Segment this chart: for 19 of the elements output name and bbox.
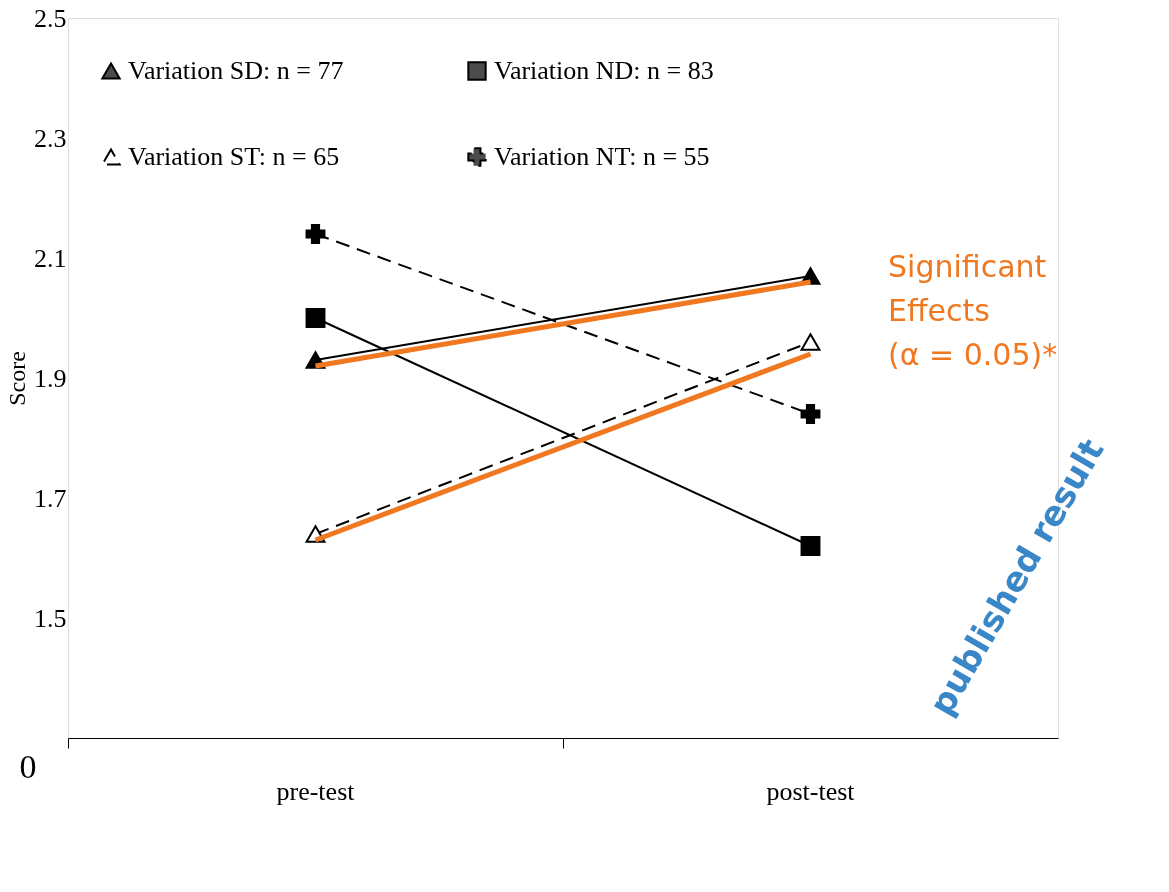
x-tick-label: pre-test: [276, 776, 356, 806]
point: [305, 308, 326, 328]
point: [800, 536, 821, 556]
point: [305, 224, 326, 244]
y-tick-label: 1.5: [34, 603, 67, 633]
y-axis-title: Score: [4, 351, 30, 406]
annotation: Significant Effects (α = 0.05)*: [888, 249, 1058, 372]
legend-label: Variation SD: n = 77: [128, 56, 344, 85]
y-tick-label: 1.9: [34, 363, 67, 393]
y-tick-label: 2.5: [34, 3, 67, 33]
y-tick-label: 1.7: [34, 483, 67, 513]
y-tick-label: 2.1: [34, 243, 67, 273]
legend-label: Variation ND: n = 83: [494, 56, 714, 85]
text: 0: [19, 748, 37, 785]
legend-label: Variation ST: n = 65: [128, 142, 340, 171]
legend-label: Variation NT: n = 55: [494, 142, 710, 171]
point: [800, 404, 821, 424]
y-tick-label: 2.3: [34, 123, 67, 153]
x-tick-label: post-test: [766, 776, 856, 806]
